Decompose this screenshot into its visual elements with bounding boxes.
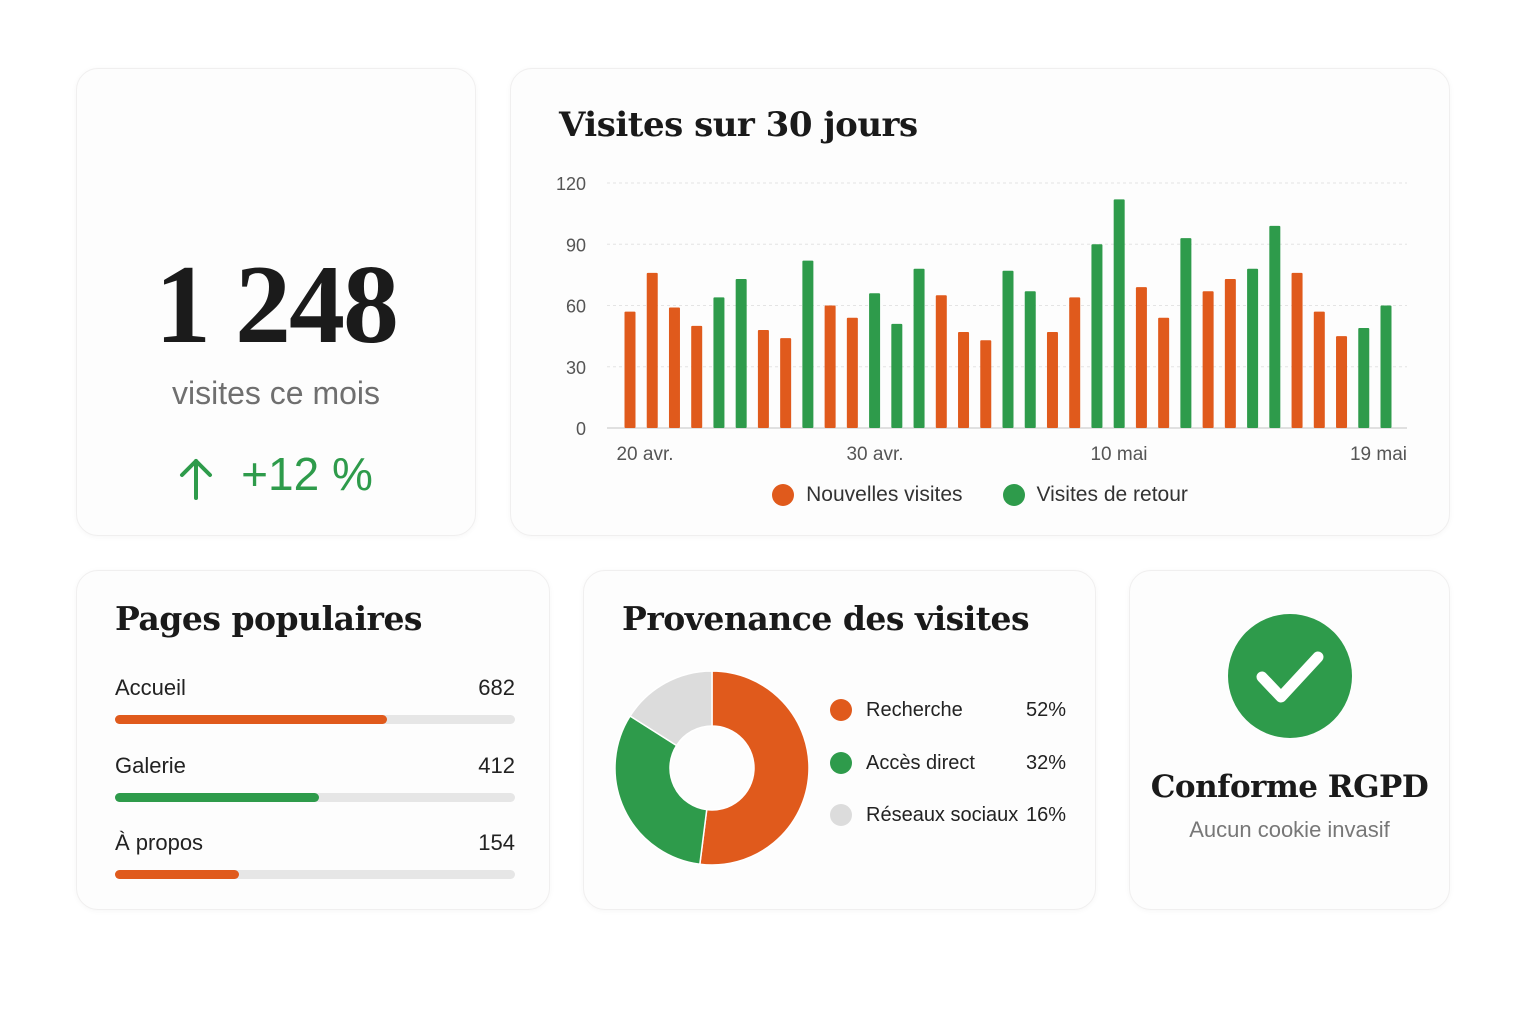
chart-bar [1380,305,1392,428]
gdpr-compliance-card: Conforme RGPD Aucun cookie invasif [1129,570,1450,910]
chart-bar [846,317,858,428]
chart-bar [1313,311,1325,428]
page-value: 154 [478,830,515,855]
y-tick-label: 90 [566,235,586,255]
chart-bar [1024,291,1036,428]
visits-label: visites ce mois [171,375,381,411]
chart-bar [1224,278,1236,428]
x-tick-label: 30 avr. [846,444,903,465]
sources-donut-chart [614,670,810,866]
arrow-up-icon [180,458,213,500]
chart-bar [1046,332,1058,428]
monthly-visits-card: 1 248 visites ce mois +12 % [76,68,476,536]
chart-bar [891,323,903,428]
y-tick-label: 120 [556,174,586,194]
source-value: 16% [1025,804,1066,826]
x-tick-label: 20 avr. [616,444,673,465]
source-value: 32% [1025,752,1066,774]
chart-bar [691,325,703,428]
chart-bar [824,305,836,428]
visits-bar-chart: 0 30 60 90 120 20 avr. 30 avr. 10 mai 19 mai [556,174,1407,465]
source-label: Réseaux sociaux [866,804,1019,826]
progress-fill [115,793,319,802]
source-swatch [830,804,852,826]
x-tick-label: 10 mai [1090,444,1147,465]
legend-label-returning: Visites de retour [1036,483,1188,506]
chart-bar [958,332,970,428]
chart-bar [1358,327,1370,428]
page-label: Accueil [115,675,186,700]
chart-bar [646,272,658,428]
chart-title: Visites sur 30 jours [559,105,918,145]
chart-bar [1291,272,1303,428]
source-swatch [830,752,852,774]
popular-pages-title: Pages populaires [115,599,423,638]
chart-bar [1113,199,1125,428]
y-tick-label: 60 [566,297,586,317]
chart-bar [1336,336,1348,428]
legend-swatch-returning [1002,484,1025,506]
legend-item-returning: Visites de retour [1002,483,1188,507]
progress-track [115,870,515,879]
chart-bar [1069,297,1081,428]
chart-bar [1002,270,1014,428]
source-label: Accès direct [866,752,975,774]
chart-bar [713,297,725,428]
chart-bar [757,330,769,428]
donut-slice [614,714,708,866]
source-value: 52% [1025,699,1066,721]
legend-swatch-new [772,484,795,506]
source-swatch [830,699,852,721]
chart-legend: Nouvelles visites Visites de retour [511,483,1449,507]
visit-sources-card: Provenance des visites Recherche 52% Acc… [583,570,1096,910]
chart-bar [624,311,636,428]
page-label: Galerie [115,753,186,778]
chart-bar [913,268,925,428]
chart-bar [869,293,881,428]
chart-bar [1180,238,1192,428]
trend-indicator: +12 % [77,449,475,500]
chart-bar [980,340,992,428]
visits-chart-card: Visites sur 30 jours 0 30 60 90 120 20 avr. 30… [510,68,1450,536]
legend-item-new: Nouvelles visites [772,483,963,507]
page-label: À propos [115,830,204,855]
compliance-title: Conforme RGPD [1150,769,1429,805]
visits-count: 1 248 [155,243,399,367]
check-circle-icon [1228,614,1352,738]
chart-bar [1135,287,1147,428]
chart-bar [1091,244,1103,428]
progress-fill [115,870,239,879]
legend-label-new: Nouvelles visites [806,483,963,506]
page-value: 682 [478,675,515,700]
compliance-subtitle: Aucun cookie invasif [1189,817,1390,842]
y-tick-label: 0 [576,419,586,439]
chart-bar [668,307,680,428]
chart-bar [1269,225,1281,428]
x-tick-label: 19 mai [1350,444,1407,465]
page-value: 412 [478,753,515,778]
sources-title: Provenance des visites [622,599,1030,638]
trend-value: +12 % [241,448,373,500]
chart-bar [1202,291,1214,428]
popular-pages-card: Pages populaires Accueil 682 Galerie 412… [76,570,550,910]
progress-fill [115,715,387,724]
donut-slice [699,670,810,866]
chart-bar [802,260,814,428]
progress-track [115,793,515,802]
chart-bar [735,278,747,428]
chart-bar [1247,268,1259,428]
chart-bar [1158,317,1170,428]
chart-bar [935,295,947,428]
progress-track [115,715,515,724]
source-label: Recherche [866,699,963,721]
donut-slice [629,670,713,747]
chart-bar [780,338,792,428]
y-tick-label: 30 [566,358,586,378]
